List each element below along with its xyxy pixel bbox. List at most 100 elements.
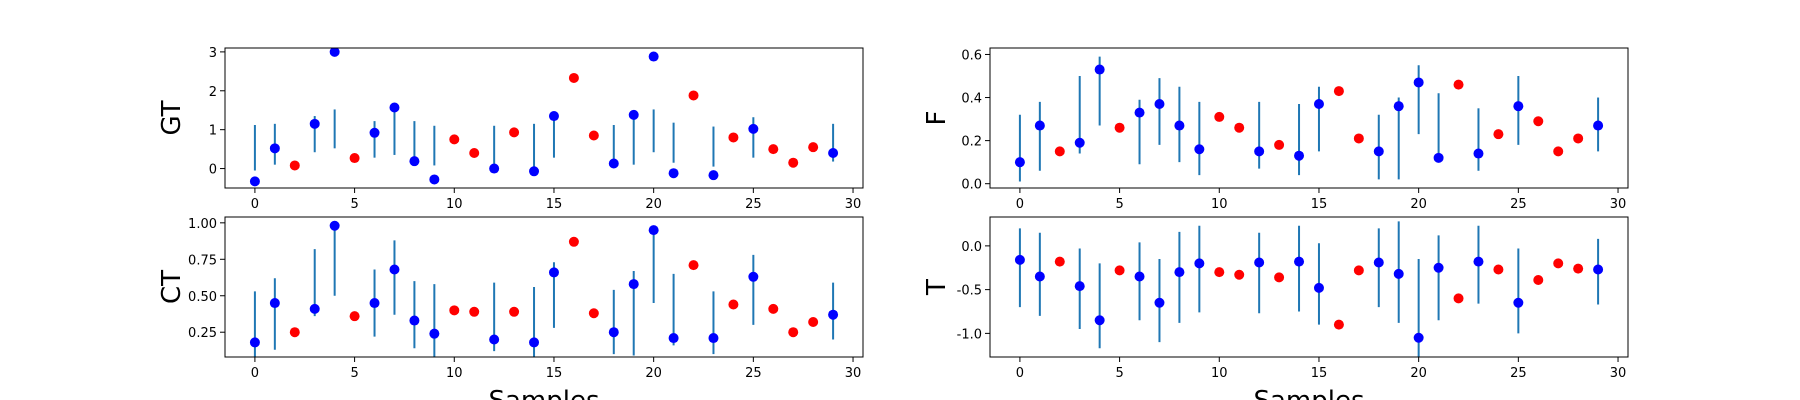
red-point (688, 90, 699, 101)
red-point (1234, 269, 1245, 280)
red-point (1114, 122, 1125, 133)
blue-point (1473, 256, 1484, 267)
red-point (1274, 272, 1285, 283)
red-point (289, 160, 300, 171)
blue-point (249, 337, 260, 348)
x-tick-label: 0 (251, 197, 259, 212)
y-tick-label: 0.25 (188, 326, 217, 341)
x-tick-label: 20 (645, 197, 662, 212)
red-point (808, 317, 819, 327)
blue-point (1254, 257, 1265, 268)
y-tick-label: 0.75 (188, 253, 217, 268)
blue-point (1034, 120, 1045, 131)
red-point (1353, 265, 1364, 276)
blue-point (1014, 254, 1025, 265)
blue-point (748, 123, 759, 134)
red-point (469, 148, 480, 158)
x-tick-label: 20 (1410, 366, 1427, 381)
x-tick-label: 20 (645, 366, 662, 381)
blue-point (489, 334, 500, 345)
blue-point (1174, 267, 1185, 278)
blue-point (1433, 262, 1444, 273)
blue-point (1413, 77, 1424, 88)
blue-point (668, 333, 679, 344)
blue-point (648, 225, 659, 236)
red-point (1453, 79, 1464, 90)
red-point (1573, 133, 1584, 144)
blue-point (1373, 146, 1384, 157)
y-tick-label: -1.0 (957, 327, 982, 342)
y-tick-label: 1 (209, 124, 217, 139)
y-tick-label: 0.6 (961, 48, 982, 63)
blue-point (608, 158, 619, 169)
blue-point (1393, 268, 1404, 279)
blue-point (1154, 297, 1165, 308)
blue-point (269, 143, 280, 154)
x-tick-label: 30 (845, 197, 862, 212)
red-point (1533, 116, 1544, 127)
subplot-ct: 0 5 10 15 20 25 30 0.25 0.50 0.75 1.00 CT Samples (157, 216, 864, 400)
subplot-f: 0 5 10 15 20 25 30 0.0 0.2 0.4 0.6 F (922, 47, 1629, 212)
blue-point (309, 303, 320, 314)
subplot-t: 0 5 10 15 20 25 30 0.0 -0.5 -1.0 T Samples (922, 216, 1629, 400)
blue-point (1393, 101, 1404, 112)
blue-point (1174, 120, 1185, 131)
red-point (1553, 146, 1564, 157)
blue-point (529, 166, 540, 177)
blue-point (1094, 64, 1105, 75)
blue-point (1134, 107, 1145, 118)
blue-point (369, 298, 380, 309)
x-tick-label: 15 (546, 366, 563, 381)
blue-point (249, 176, 260, 187)
blue-point (309, 118, 320, 129)
data-marks (249, 220, 839, 357)
red-point (469, 306, 480, 317)
x-tick-label: 5 (350, 197, 358, 212)
axes-frame (224, 47, 864, 189)
x-tick-label: 25 (1510, 197, 1527, 212)
blue-point (1413, 332, 1424, 343)
red-point (1453, 293, 1464, 304)
blue-point (1134, 271, 1145, 282)
x-axis-label: Samples (1253, 386, 1364, 400)
blue-point (1154, 99, 1165, 109)
red-point (1274, 139, 1285, 150)
blue-point (1094, 315, 1105, 326)
red-point (1054, 256, 1065, 267)
red-point (568, 236, 579, 247)
blue-point (1294, 150, 1305, 161)
red-point (1214, 267, 1225, 278)
red-point (788, 157, 799, 168)
blue-point (548, 111, 559, 122)
blue-point (648, 51, 659, 62)
blue-point (369, 127, 380, 138)
x-tick-label: 0 (1016, 366, 1024, 381)
red-point (588, 308, 599, 319)
red-point (1214, 111, 1225, 122)
blue-point (1074, 137, 1085, 148)
red-point (688, 260, 699, 271)
blue-point (1433, 152, 1444, 163)
y-tick-label: 0.2 (961, 135, 982, 150)
blue-point (409, 156, 420, 167)
y-axis-label: T (922, 279, 952, 296)
red-point (768, 303, 779, 314)
x-tick-label: 25 (745, 366, 762, 381)
blue-point (529, 337, 540, 348)
y-tick-label: 0.0 (961, 240, 982, 255)
y-axis-label: GT (157, 100, 187, 135)
y-axis-label: F (922, 111, 952, 126)
red-point (568, 72, 579, 83)
red-point (1333, 319, 1344, 330)
blue-point (628, 109, 639, 120)
x-axis-label: Samples (488, 386, 599, 400)
blue-point (1513, 101, 1524, 112)
blue-point (489, 163, 500, 174)
blue-point (1313, 99, 1324, 109)
blue-point (628, 279, 639, 290)
x-tick-label: 5 (1115, 366, 1123, 381)
blue-point (429, 328, 440, 339)
red-point (728, 132, 739, 143)
data-marks (249, 48, 839, 187)
y-tick-label: 1.00 (188, 217, 217, 232)
